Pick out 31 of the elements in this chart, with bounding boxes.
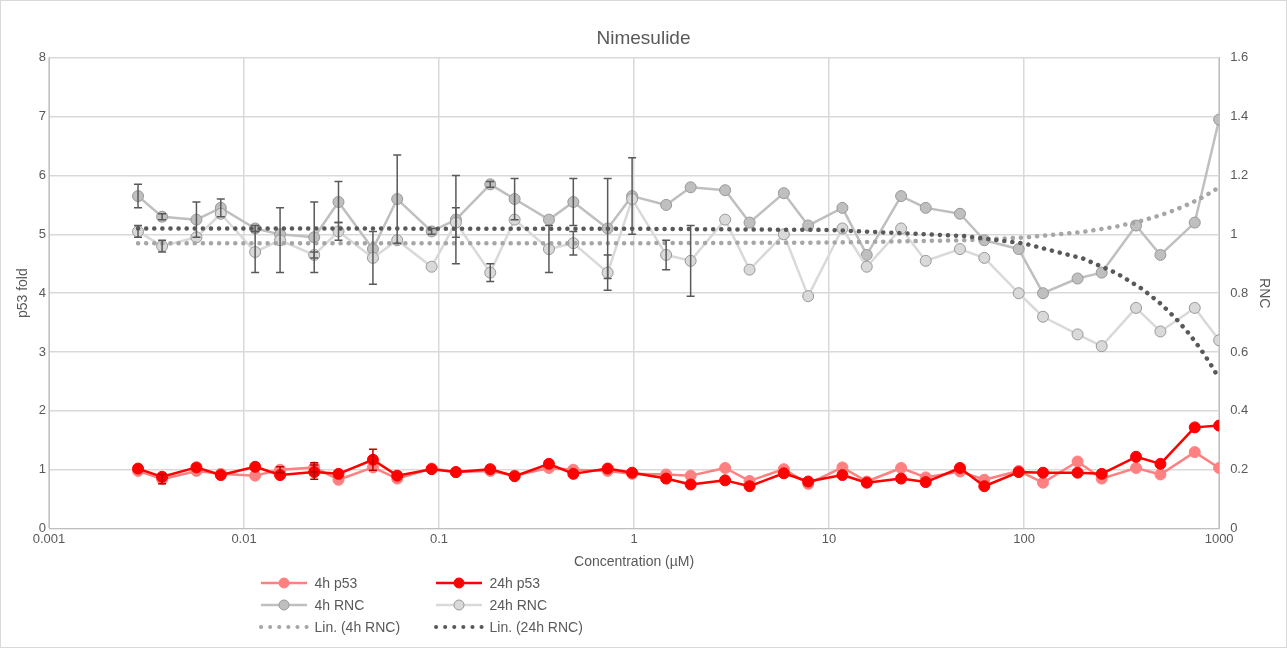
chart-title: Nimesulide bbox=[596, 26, 691, 48]
y-tick-label: 7 bbox=[38, 108, 47, 124]
y-tick-label: 3 bbox=[38, 343, 47, 359]
y-tick-label: 8 bbox=[38, 49, 47, 65]
legend-label: 24h p53 bbox=[489, 575, 541, 591]
y2-tick-label: 1.6 bbox=[1230, 49, 1249, 65]
y2-tick-label: 0.4 bbox=[1230, 402, 1249, 418]
x-tick-label: 10 bbox=[821, 530, 837, 546]
y2-tick-label: 1.4 bbox=[1230, 108, 1249, 124]
y2-tick-label: 0.6 bbox=[1230, 343, 1249, 359]
y-axis-title: p53 fold bbox=[14, 268, 31, 319]
legend-label: 4h p53 bbox=[314, 575, 358, 591]
legend-label: 24h RNC bbox=[489, 597, 548, 613]
x-tick-label: 100 bbox=[1013, 530, 1035, 546]
y2-tick-label: 0.2 bbox=[1230, 461, 1249, 477]
y-tick-label: 6 bbox=[38, 167, 47, 183]
legend-label: Lin. (4h RNC) bbox=[314, 619, 401, 635]
y2-axis-title: RNC bbox=[1256, 278, 1273, 309]
y2-tick-label: 1 bbox=[1230, 225, 1238, 241]
x-tick-label: 0.01 bbox=[231, 530, 257, 546]
legend-label: Lin. (24h RNC) bbox=[489, 619, 583, 635]
y-tick-label: 5 bbox=[38, 225, 47, 241]
x-tick-label: 0.1 bbox=[430, 530, 449, 546]
x-tick-label: 1 bbox=[630, 530, 638, 546]
y-tick-label: 2 bbox=[38, 402, 47, 418]
y2-tick-label: 1.2 bbox=[1230, 167, 1249, 183]
legend-label: 4h RNC bbox=[314, 597, 365, 613]
x-axis-title: Concentration (µM) bbox=[574, 553, 695, 570]
y2-tick-label: 0.8 bbox=[1230, 284, 1249, 300]
y-tick-label: 1 bbox=[38, 461, 47, 477]
y-tick-label: 4 bbox=[38, 284, 47, 300]
